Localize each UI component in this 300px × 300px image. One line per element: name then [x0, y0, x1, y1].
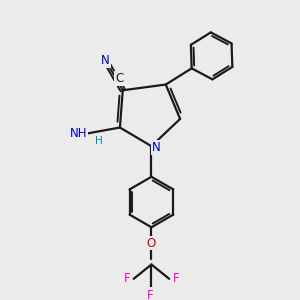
Text: H: H — [94, 136, 102, 146]
Text: O: O — [147, 236, 156, 250]
Text: NH: NH — [70, 127, 87, 140]
Text: N: N — [101, 54, 110, 67]
Text: F: F — [124, 272, 130, 285]
Text: C: C — [115, 72, 123, 85]
Text: F: F — [147, 289, 153, 300]
Text: F: F — [172, 272, 179, 285]
Text: N: N — [152, 141, 161, 154]
